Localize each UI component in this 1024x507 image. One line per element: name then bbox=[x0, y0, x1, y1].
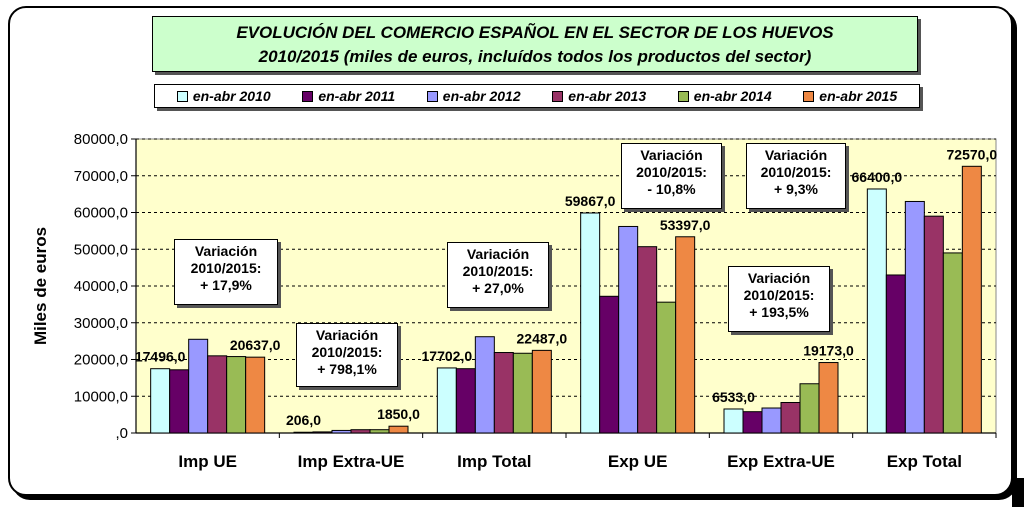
bar bbox=[331, 429, 352, 434]
bar bbox=[961, 165, 982, 434]
y-tick-label: 10000,0 bbox=[74, 388, 128, 405]
x-tick-label: Imp Total bbox=[457, 452, 531, 471]
y-tick-label: 80000,0 bbox=[74, 131, 128, 148]
chart-title: EVOLUCIÓN DEL COMERCIO ESPAÑOL EN EL SEC… bbox=[152, 16, 918, 72]
variation-annotation: Variación 2010/2015: + 9,3% bbox=[746, 143, 846, 209]
bar bbox=[293, 431, 314, 434]
y-tick-label: 60000,0 bbox=[74, 205, 128, 222]
bar bbox=[474, 336, 495, 434]
bar bbox=[618, 225, 639, 434]
bar bbox=[742, 411, 763, 434]
bar bbox=[207, 355, 228, 434]
data-label: 19173,0 bbox=[803, 343, 854, 359]
bar bbox=[818, 362, 839, 434]
data-label: 20637,0 bbox=[230, 337, 281, 353]
legend-item: en-abr 2012 bbox=[426, 88, 521, 104]
variation-annotation: Variación 2010/2015: + 193,5% bbox=[728, 266, 830, 332]
bar bbox=[455, 368, 476, 434]
bar bbox=[226, 356, 247, 434]
legend-swatch bbox=[176, 90, 188, 102]
chart-title-line2: 2010/2015 (miles de euros, incluídos tod… bbox=[258, 47, 812, 66]
y-tick-label: 50000,0 bbox=[74, 241, 128, 258]
variation-annotation: Variación 2010/2015: + 798,1% bbox=[296, 323, 398, 387]
bar bbox=[388, 425, 409, 434]
legend-label: en-abr 2014 bbox=[693, 88, 772, 104]
legend-swatch bbox=[302, 90, 314, 102]
variation-annotation: Variación 2010/2015: + 17,9% bbox=[174, 239, 278, 305]
bar bbox=[436, 367, 457, 434]
bar bbox=[637, 246, 658, 434]
frame-corner-decoration bbox=[1012, 478, 1024, 507]
bar bbox=[599, 295, 620, 434]
legend-item: en-abr 2014 bbox=[677, 88, 772, 104]
y-axis-label: Miles de euros bbox=[31, 227, 50, 345]
bar bbox=[885, 274, 906, 434]
bar bbox=[923, 215, 944, 434]
legend-swatch bbox=[426, 90, 438, 102]
data-label: 59867,0 bbox=[565, 193, 616, 209]
legend-item: en-abr 2013 bbox=[552, 88, 646, 104]
bar bbox=[656, 301, 677, 434]
bar bbox=[350, 429, 371, 434]
data-label: 17702,0 bbox=[422, 348, 473, 364]
y-tick-label: 20000,0 bbox=[74, 352, 128, 369]
bar bbox=[799, 383, 820, 434]
x-tick-label: Exp UE bbox=[608, 452, 668, 471]
legend-label: en-abr 2010 bbox=[192, 88, 271, 104]
data-label: 53397,0 bbox=[660, 217, 711, 233]
legend-item: en-abr 2011 bbox=[302, 88, 395, 104]
x-tick-label: Exp Total bbox=[887, 452, 962, 471]
chart-title-line1: EVOLUCIÓN DEL COMERCIO ESPAÑOL EN EL SEC… bbox=[236, 23, 834, 42]
data-label: 17496,0 bbox=[135, 349, 186, 365]
legend-item: en-abr 2015 bbox=[803, 88, 897, 104]
variation-annotation: Variación 2010/2015: + 27,0% bbox=[447, 242, 549, 308]
legend-label: en-abr 2013 bbox=[568, 88, 647, 104]
y-tick-label: 40000,0 bbox=[74, 278, 128, 295]
legend-item: en-abr 2010 bbox=[176, 88, 271, 104]
bar bbox=[188, 338, 209, 434]
legend-label: en-abr 2011 bbox=[318, 88, 396, 104]
legend-label: en-abr 2015 bbox=[819, 88, 898, 104]
y-tick-label: 30000,0 bbox=[74, 315, 128, 332]
data-label: 22487,0 bbox=[517, 330, 568, 346]
bar bbox=[761, 407, 782, 434]
legend-swatch bbox=[803, 90, 815, 102]
bar bbox=[169, 369, 190, 434]
bar bbox=[866, 188, 887, 434]
variation-annotation: Variación 2010/2015: - 10,8% bbox=[621, 143, 722, 209]
x-tick-label: Imp Extra-UE bbox=[298, 452, 405, 471]
legend-swatch bbox=[677, 90, 689, 102]
bar bbox=[780, 401, 801, 434]
bar bbox=[493, 352, 514, 434]
bar bbox=[150, 368, 171, 434]
data-label: 1850,0 bbox=[377, 406, 420, 422]
data-label: 6533,0 bbox=[712, 389, 755, 405]
bar bbox=[723, 408, 744, 434]
bar bbox=[312, 431, 333, 434]
x-tick-label: Exp Extra-UE bbox=[727, 452, 835, 471]
legend-label: en-abr 2012 bbox=[442, 88, 521, 104]
bar bbox=[245, 356, 266, 434]
bar bbox=[369, 429, 390, 434]
y-tick-label: 70000,0 bbox=[74, 168, 128, 185]
data-label: 66400,0 bbox=[852, 169, 903, 185]
bar bbox=[580, 212, 601, 434]
bar bbox=[904, 200, 925, 434]
data-label: 72570,0 bbox=[947, 146, 998, 162]
y-tick-label: ,0 bbox=[115, 425, 128, 442]
bar bbox=[512, 352, 533, 434]
x-tick-label: Imp UE bbox=[178, 452, 237, 471]
data-label: 206,0 bbox=[286, 412, 321, 428]
legend-swatch bbox=[552, 90, 564, 102]
bar bbox=[675, 236, 696, 434]
bar bbox=[531, 349, 552, 434]
chart-legend: en-abr 2010 en-abr 2011 en-abr 2012 en-abr … bbox=[154, 84, 920, 108]
bar bbox=[942, 252, 963, 434]
